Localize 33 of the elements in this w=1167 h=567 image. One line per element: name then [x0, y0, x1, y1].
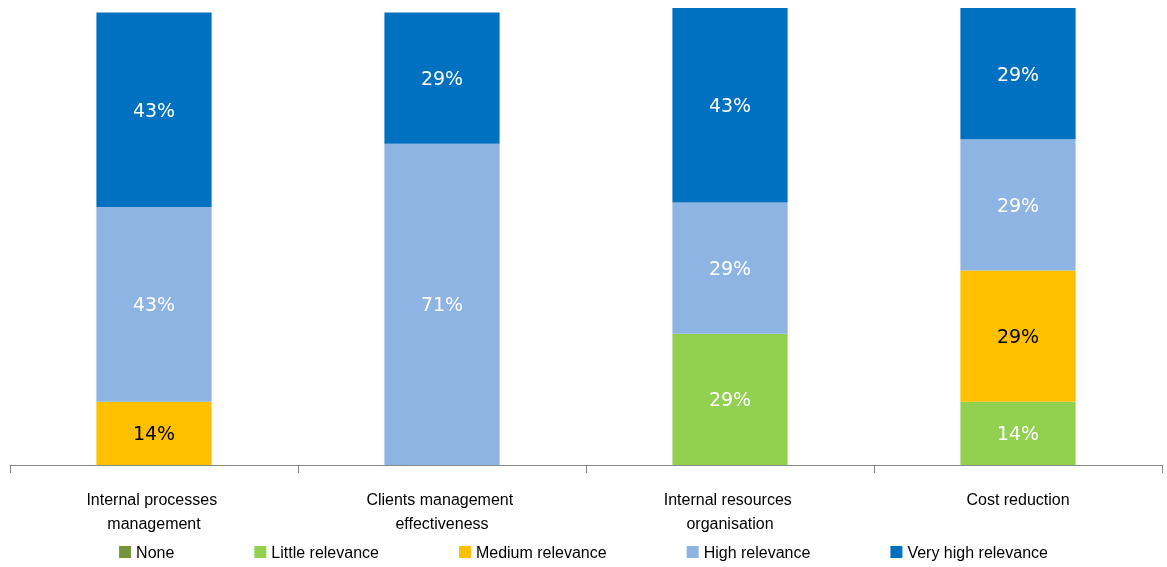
- data-label: 29%: [996, 325, 1040, 348]
- data-label: 14%: [996, 422, 1040, 445]
- bar: [96, 207, 212, 402]
- bar: [960, 270, 1076, 402]
- legend-label: High relevance: [703, 543, 811, 561]
- bar: [672, 8, 788, 203]
- data-label: 29%: [996, 62, 1040, 85]
- x-tick-label: Cost reduction: [966, 490, 1070, 508]
- legend-label: Medium relevance: [475, 543, 607, 561]
- bar: [672, 333, 788, 465]
- bar: [96, 401, 212, 465]
- bar: [384, 12, 500, 144]
- data-label: 14%: [132, 422, 176, 445]
- bar: [96, 12, 212, 208]
- x-tick-label: Internal resources organisation: [663, 490, 797, 532]
- data-label: 29%: [708, 388, 752, 411]
- data-label: 29%: [996, 193, 1040, 216]
- bar: [960, 401, 1076, 465]
- bar: [960, 8, 1076, 140]
- legend-label: Little relevance: [271, 543, 380, 561]
- x-tick-label: Internal processes management: [86, 490, 222, 532]
- bar: [672, 202, 788, 334]
- data-label: 43%: [132, 98, 176, 121]
- legend-label: None: [136, 543, 175, 561]
- data-label: 43%: [132, 293, 176, 316]
- bar: [384, 143, 500, 465]
- bar: [960, 139, 1076, 271]
- legend-label: Very high relevance: [907, 543, 1049, 561]
- data-label: 71%: [420, 293, 464, 316]
- data-label: 29%: [420, 67, 464, 90]
- x-tick-label: Clients management effectiveness: [366, 490, 518, 532]
- data-label: 29%: [708, 257, 752, 280]
- data-label: 43%: [708, 94, 752, 117]
